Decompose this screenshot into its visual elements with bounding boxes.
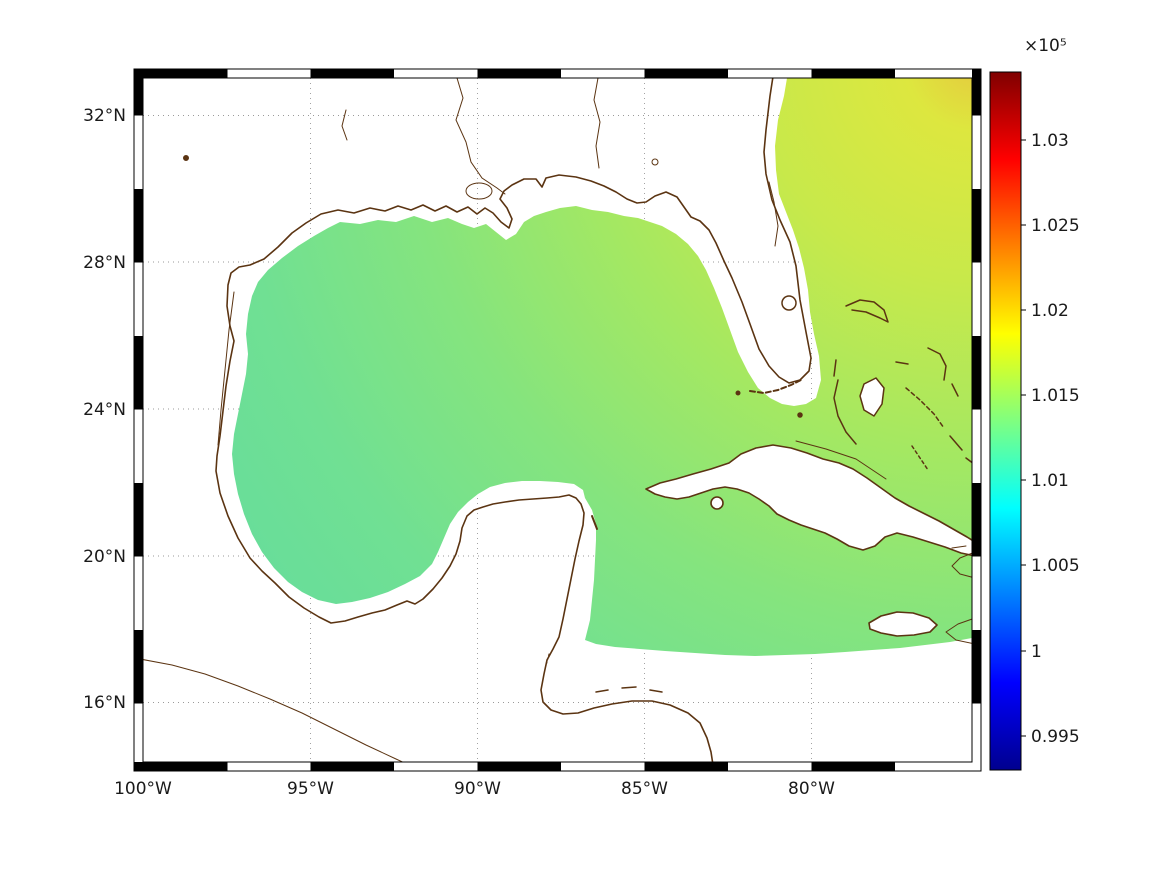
dry-tortugas (735, 390, 741, 396)
lon-tick-label: 100°W (114, 779, 172, 799)
cay-sal (797, 412, 803, 418)
lat-tick-label: 32°N (83, 106, 126, 126)
andros-island (859, 377, 885, 417)
isla-juventud (710, 496, 724, 510)
cat-island (951, 383, 959, 397)
colorbar-gradient (989, 71, 1022, 771)
map-frame (133, 68, 982, 772)
lat-tick-label: 28°N (83, 253, 126, 273)
colorbar-tick-label: 1.03 (1031, 131, 1069, 151)
cuba-outline (645, 444, 972, 557)
lon-tick-label: 90°W (454, 779, 501, 799)
cozumel-island (591, 515, 598, 530)
exuma-chain (905, 387, 945, 429)
map-content (143, 78, 972, 762)
bimini (833, 359, 837, 377)
lon-tick-label: 85°W (621, 779, 668, 799)
bay-islands (595, 686, 663, 693)
eleuthera (927, 347, 947, 381)
lake-okeechobee (781, 295, 797, 311)
laguna-madre-barrier (217, 291, 235, 446)
crooked-island (965, 457, 972, 464)
colorbar-tick-label: 1.005 (1031, 556, 1080, 576)
colorbar-tick-label: 1.02 (1031, 301, 1069, 321)
colorbar-tick-label: 0.995 (1031, 727, 1080, 747)
cuba (645, 440, 972, 557)
lon-axis: 100°W 95°W 90°W 85°W 80°W (114, 779, 835, 799)
reservoir-squiggle (341, 109, 348, 141)
new-providence (895, 361, 909, 365)
lat-tick-label: 20°N (83, 547, 126, 567)
colorbar-tick-label: 1 (1031, 642, 1042, 662)
alabama-river (593, 78, 601, 169)
inland-water-details (183, 78, 802, 693)
pacific-coastline (143, 659, 404, 762)
great-bahama-bank-edge (833, 379, 857, 445)
colorbar-tick-label: 1.01 (1031, 471, 1069, 491)
florida-keys (749, 379, 802, 395)
lon-tick-label: 80°W (788, 779, 835, 799)
st-johns-river (768, 181, 779, 247)
mainland-coastline (215, 78, 812, 762)
lon-tick-label: 95°W (287, 779, 334, 799)
lat-axis: 32°N 28°N 24°N 20°N 16°N (83, 106, 126, 713)
hispaniola-fragments (945, 545, 972, 644)
lat-tick-label: 16°N (83, 693, 126, 713)
colorbar: ×10⁵ 1.03 1.025 1.02 1.015 1.01 1.005 1 … (989, 36, 1080, 771)
colorbar-tick-label: 1.015 (1031, 386, 1080, 406)
colorbar-exponent: ×10⁵ (1024, 36, 1067, 56)
sabana-keys (795, 440, 887, 480)
lat-tick-label: 24°N (83, 400, 126, 420)
belize-cays (545, 653, 550, 667)
colorbar-tick-label: 1.025 (1031, 216, 1080, 236)
ragged-chain (911, 445, 929, 471)
small-lake-dot (183, 155, 189, 161)
mississippi-river (455, 78, 506, 195)
lake-seminole (651, 158, 659, 166)
colorbar-tick-marks (1021, 139, 1026, 737)
grand-bahama-abaco (845, 299, 889, 323)
long-island (949, 435, 963, 451)
lake-pontchartrain (465, 182, 493, 200)
bahamas (797, 299, 972, 471)
jamaica-outline (868, 611, 938, 637)
